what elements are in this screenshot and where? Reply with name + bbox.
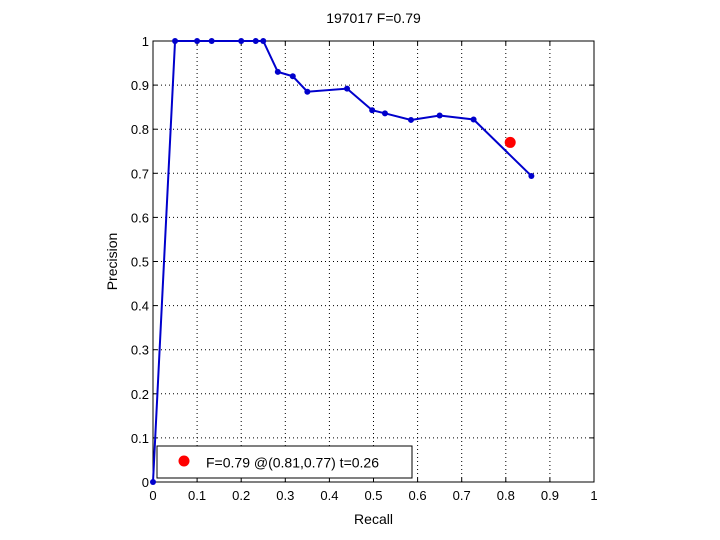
x-tick-label: 0.6 <box>409 488 427 503</box>
y-tick-label: 0.6 <box>131 210 149 225</box>
grid <box>153 41 594 482</box>
y-tick-label: 0.9 <box>131 78 149 93</box>
y-tick-label: 1 <box>142 34 149 49</box>
y-tick-label: 0.5 <box>131 255 149 270</box>
x-tick-label: 0.9 <box>541 488 559 503</box>
x-tick-label: 0.4 <box>320 488 338 503</box>
series-point <box>194 38 201 44</box>
x-tick-label: 0.7 <box>453 488 471 503</box>
legend-label: F=0.79 @(0.81,0.77) t=0.26 <box>206 455 379 471</box>
y-tick-label: 0.8 <box>131 122 149 137</box>
series-point <box>344 85 351 92</box>
series-point <box>274 68 281 75</box>
series-point <box>260 38 267 44</box>
best-f-point <box>504 136 516 148</box>
y-tick-label: 0.2 <box>131 387 149 402</box>
series-point <box>381 110 388 117</box>
series-group <box>150 38 535 485</box>
series-point <box>150 479 156 485</box>
x-tick-label: 0.1 <box>188 488 206 503</box>
series-point <box>252 38 259 44</box>
series-point <box>528 172 535 179</box>
x-tick-label: 0.5 <box>364 488 382 503</box>
x-tick-label: 0.3 <box>276 488 294 503</box>
x-tick-label: 0.8 <box>497 488 515 503</box>
series-point <box>369 107 376 114</box>
y-tick-label: 0.7 <box>131 166 149 181</box>
x-axis-label: Recall <box>354 511 393 527</box>
y-tick-label: 0.4 <box>131 299 149 314</box>
x-tick-label: 1 <box>590 488 597 503</box>
series-point <box>470 116 477 123</box>
legend-box <box>156 445 413 479</box>
chart-title: 197017 F=0.79 <box>326 10 421 26</box>
series-point <box>289 73 296 80</box>
x-tick-label: 0.2 <box>232 488 250 503</box>
x-tick-label: 0 <box>149 488 156 503</box>
series-point <box>172 38 179 44</box>
y-tick-label: 0.3 <box>131 343 149 358</box>
series-point <box>238 38 245 44</box>
series-point <box>407 116 414 123</box>
series-point <box>208 38 215 44</box>
y-axis-label: Precision <box>104 233 120 291</box>
y-tick-label: 0.1 <box>131 431 149 446</box>
legend-marker <box>178 455 190 467</box>
y-tick-label: 0 <box>142 475 149 490</box>
legend: F=0.79 @(0.81,0.77) t=0.26 <box>156 445 413 479</box>
series-point <box>436 112 443 119</box>
series-point <box>304 88 311 95</box>
axis-ticks: 0 0.1 0.2 0.3 0.4 0.5 0.6 0.7 0.8 0.9 1 0 0.1 0.2 0.3 0… <box>131 34 598 503</box>
